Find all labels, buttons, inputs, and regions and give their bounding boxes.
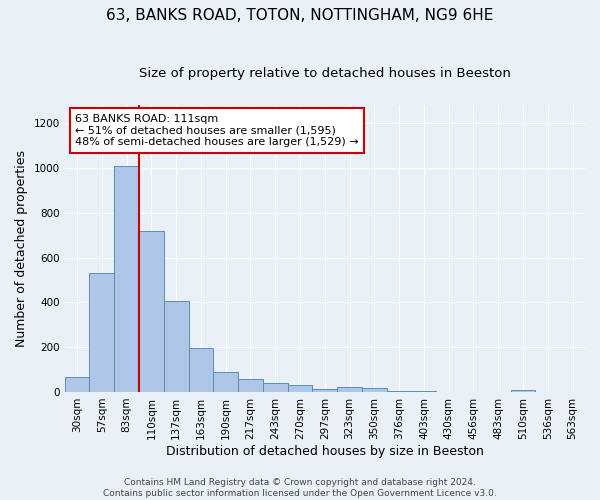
Bar: [287, 384, 313, 392]
Bar: [238, 378, 263, 392]
Bar: [387, 391, 412, 392]
Bar: [164, 300, 188, 392]
Bar: [139, 230, 164, 392]
Text: Contains HM Land Registry data © Crown copyright and database right 2024.
Contai: Contains HM Land Registry data © Crown c…: [103, 478, 497, 498]
X-axis label: Distribution of detached houses by size in Beeston: Distribution of detached houses by size …: [166, 444, 484, 458]
Bar: [65, 378, 89, 392]
Bar: [337, 388, 362, 392]
Bar: [263, 383, 287, 392]
Bar: [188, 348, 214, 392]
Bar: [89, 274, 114, 392]
Bar: [313, 388, 337, 392]
Bar: [214, 372, 238, 392]
Bar: [114, 166, 139, 392]
Text: 63 BANKS ROAD: 111sqm
← 51% of detached houses are smaller (1,595)
48% of semi-d: 63 BANKS ROAD: 111sqm ← 51% of detached …: [75, 114, 359, 147]
Bar: [362, 388, 387, 392]
Text: 63, BANKS ROAD, TOTON, NOTTINGHAM, NG9 6HE: 63, BANKS ROAD, TOTON, NOTTINGHAM, NG9 6…: [106, 8, 494, 22]
Y-axis label: Number of detached properties: Number of detached properties: [15, 150, 28, 347]
Bar: [511, 390, 535, 392]
Title: Size of property relative to detached houses in Beeston: Size of property relative to detached ho…: [139, 68, 511, 80]
